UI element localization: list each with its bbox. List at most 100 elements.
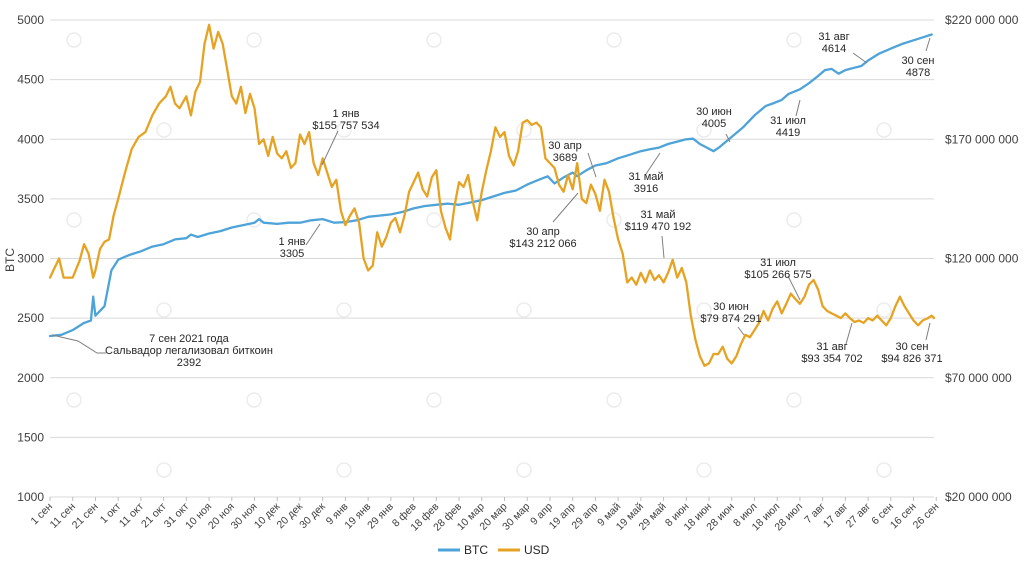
y-tick-left: 1000 — [17, 490, 44, 504]
watermark-icon — [606, 392, 622, 408]
legend: BTC USD — [438, 543, 550, 557]
annotation-leader — [845, 322, 853, 345]
y-tick-right: $20 000 000 — [945, 490, 1012, 504]
annotation-text: 30 июн — [713, 301, 749, 313]
annotation-leader — [305, 223, 321, 246]
watermark-icon — [606, 32, 622, 48]
annotation-text: 31 май — [640, 209, 675, 221]
legend-label-btc: BTC — [464, 543, 488, 557]
annotation-text: 1 янв — [278, 236, 305, 248]
annotation-text: 31 июл — [760, 257, 796, 269]
y-tick-left: 2500 — [17, 311, 44, 325]
annotation-text: $105 266 575 — [744, 269, 811, 281]
x-tick-label: 29 апр — [569, 501, 600, 532]
x-tick-label: 21 сен — [70, 501, 101, 532]
annotation-leader — [661, 235, 665, 259]
annotation-leader — [645, 152, 661, 175]
annotation-text: 31 июл — [770, 115, 806, 127]
watermark-icon — [786, 392, 802, 408]
y-tick-left: 3500 — [17, 192, 44, 206]
annotation-text: 7 сен 2021 года — [149, 333, 230, 345]
annotation-leader — [737, 326, 745, 336]
annotation-text: 3689 — [553, 152, 577, 164]
watermark-icon — [516, 122, 532, 138]
annotation-text: 1 янв — [332, 108, 359, 120]
watermark-icon — [66, 392, 82, 408]
y-tick-left: 3000 — [17, 252, 44, 266]
watermark-icon — [336, 302, 352, 318]
annotation-text: $94 826 371 — [881, 353, 942, 365]
watermark-icon — [786, 212, 802, 228]
annotation-leader — [925, 37, 931, 52]
annotation-usd-apr: 30 апр$143 212 066 — [509, 192, 579, 250]
y-tick-right: $70 000 000 — [945, 371, 1012, 385]
watermark-icon — [516, 462, 532, 478]
y-tick-left: 2000 — [17, 371, 44, 385]
watermark-icon — [876, 122, 892, 138]
annotation-text: 31 авг — [816, 341, 847, 353]
watermark-icon — [696, 302, 712, 318]
annotation-text: 31 авг — [818, 31, 849, 43]
x-tick-label: 27 авг — [844, 501, 874, 531]
annotation-leader — [587, 152, 597, 178]
y-axis-left: 1000 1500 2000 2500 3000 3500 4000 4500 5000 — [17, 13, 44, 504]
y-axis-right: $20 000 000 $70 000 000 $120 000 000 $170 0… — [945, 13, 1019, 504]
grid — [50, 19, 934, 498]
watermark-icon — [336, 462, 352, 478]
watermark-icon — [156, 462, 172, 478]
watermark-icon — [336, 122, 352, 138]
y-tick-left: 4000 — [17, 132, 44, 146]
watermark-icon — [156, 302, 172, 318]
annotation-text: 4419 — [776, 127, 800, 139]
annotation-text: 30 апр — [526, 226, 559, 238]
annotation-text: $93 354 702 — [801, 353, 862, 365]
watermark-icon — [876, 462, 892, 478]
watermark-icon — [246, 32, 262, 48]
annotation-text: $143 212 066 — [509, 238, 576, 250]
x-tick-label: 17 авг — [821, 501, 851, 531]
watermark-icon — [426, 392, 442, 408]
annotation-text: 3305 — [280, 248, 304, 260]
annotation-text: 2392 — [177, 357, 201, 369]
watermark-icon — [606, 212, 622, 228]
series-line-usd — [48, 23, 936, 367]
annotation-text: 30 сен — [896, 341, 929, 353]
annotation-usd-jul: 31 июл$105 266 575 — [744, 257, 812, 301]
annotation-leader — [925, 322, 931, 341]
y-tick-left: 1500 — [17, 430, 44, 444]
annotation-usd-sep: 30 сен$94 826 371 — [881, 322, 943, 365]
annotation-text: 4878 — [906, 67, 930, 79]
annotation-text: $119 470 192 — [625, 221, 691, 233]
x-tick-label: 26 сен — [911, 501, 942, 532]
series — [48, 23, 936, 367]
annotation-leader — [795, 99, 801, 117]
watermark-icon — [246, 392, 262, 408]
annotation-text: 30 июн — [696, 106, 732, 118]
y-tick-left: 5000 — [17, 13, 44, 27]
watermark — [66, 32, 892, 478]
annotation-leader — [552, 192, 579, 223]
watermark-icon — [696, 122, 712, 138]
watermark-icon — [516, 302, 532, 318]
watermark-icon — [156, 122, 172, 138]
annotation-text: $155 757 534 — [312, 120, 379, 132]
x-tick-label: 21 окт — [139, 501, 169, 531]
x-tick-label: 29 янв — [365, 500, 396, 531]
annotation-text: 31 май — [628, 171, 663, 183]
annotation-usd-may: 31 май$119 470 192 — [625, 209, 691, 259]
annotation-text: 30 сен — [902, 55, 935, 67]
watermark-icon — [426, 32, 442, 48]
watermark-icon — [876, 302, 892, 318]
annotation-text: 4614 — [822, 43, 846, 55]
legend-label-usd: USD — [524, 543, 550, 557]
